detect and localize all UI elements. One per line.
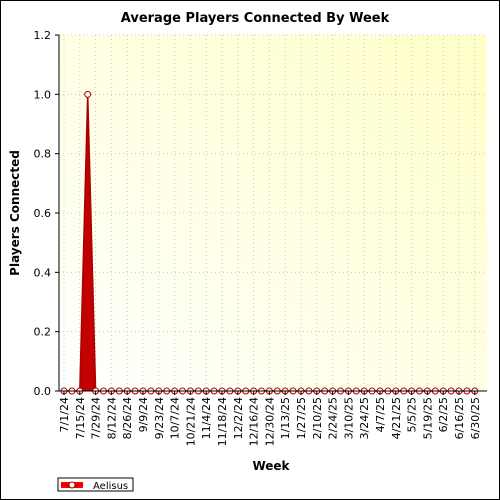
x-tick-label: 7/15/24 <box>74 397 87 439</box>
chart-title: Average Players Connected By Week <box>121 11 390 26</box>
x-tick-label: 5/19/25 <box>421 397 434 439</box>
legend-label: Aelisus <box>93 481 128 492</box>
x-tick-label: 7/1/24 <box>58 397 71 432</box>
x-tick-label: 8/26/24 <box>121 397 134 439</box>
legend: Aelisus <box>57 477 134 492</box>
data-point <box>84 90 92 98</box>
x-tick-label: 8/12/24 <box>105 397 118 439</box>
x-tick-label: 6/30/25 <box>469 397 482 439</box>
x-tick-label: 6/2/25 <box>437 397 450 432</box>
x-tick-label: 12/16/24 <box>248 397 261 446</box>
x-tick-label: 1/27/25 <box>295 397 308 439</box>
x-tick-label: 11/4/24 <box>200 397 213 439</box>
y-tick-label: 0.0 <box>34 385 52 398</box>
x-tick-label: 3/10/25 <box>342 397 355 439</box>
legend-marker <box>68 481 76 489</box>
y-tick-label: 0.8 <box>34 148 52 161</box>
y-tick-label: 0.6 <box>34 207 52 220</box>
x-tick-label: 11/18/24 <box>216 397 229 446</box>
x-tick-label: 1/13/25 <box>279 397 292 439</box>
x-axis-title: Week <box>252 459 290 473</box>
x-tick-label: 4/21/25 <box>390 397 403 439</box>
x-tick-label: 7/29/24 <box>90 397 103 439</box>
x-tick-label: 12/2/24 <box>232 397 245 439</box>
axes <box>55 34 487 395</box>
y-axis-title: Players Connected <box>8 150 22 276</box>
y-tick-label: 0.2 <box>34 326 52 339</box>
y-tick-label: 1.0 <box>34 88 52 101</box>
x-tick-labels: 7/1/24 7/15/24 7/29/24 8/12/24 8/26/24 9/9/24… <box>58 397 482 446</box>
x-tick-label: 3/24/25 <box>358 397 371 439</box>
x-tick-label: 6/16/25 <box>453 397 466 439</box>
x-tick-label: 2/24/25 <box>327 397 340 439</box>
gridlines <box>59 34 487 391</box>
y-tick-labels: 0.0 0.2 0.4 0.6 0.8 1.0 1.2 <box>34 29 52 398</box>
x-tick-label: 5/5/25 <box>406 397 419 432</box>
y-tick-label: 0.4 <box>34 266 52 279</box>
x-tick-label: 12/30/24 <box>263 397 276 446</box>
x-tick-label: 10/7/24 <box>169 397 182 439</box>
x-tick-label: 9/9/24 <box>137 397 150 432</box>
x-tick-label: 4/7/25 <box>374 397 387 432</box>
x-tick-label: 10/21/24 <box>184 397 197 446</box>
x-tick-label: 9/23/24 <box>153 397 166 439</box>
x-tick-label: 2/10/25 <box>311 397 324 439</box>
y-tick-label: 1.2 <box>34 29 52 42</box>
